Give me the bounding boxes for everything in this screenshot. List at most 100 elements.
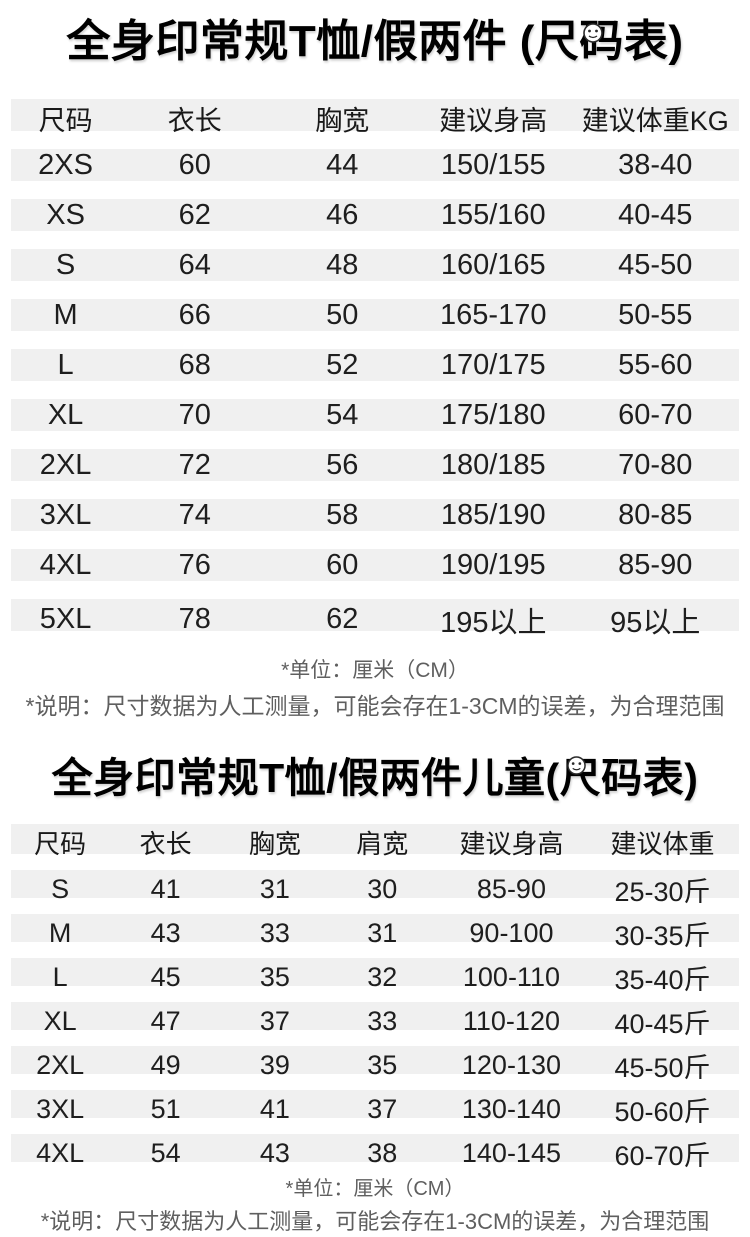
kids-header-shoulder: 肩宽 — [356, 828, 409, 859]
kids-table-row: 3XL 51 41 37 130-140 50-60斤 — [11, 1089, 739, 1127]
cell-height: 190/195 — [440, 548, 546, 581]
cell-height: 150/155 — [440, 148, 546, 181]
cell-weight: 38-40 — [618, 148, 693, 181]
cell-shoulder: 33 — [367, 1005, 398, 1036]
cell-length: 54 — [150, 1137, 181, 1168]
kids-unit-note: *单位：厘米（CM） — [285, 1177, 465, 1200]
adult-table-body: 2XS 60 44 150/155 38-40 XS 62 46 155/160… — [0, 148, 750, 639]
cell-height: 165-170 — [440, 298, 547, 331]
cell-size: L — [57, 348, 74, 381]
cell-size: 2XS — [38, 148, 93, 181]
cell-chest: 33 — [259, 917, 290, 948]
cell-shoulder: 37 — [367, 1093, 398, 1124]
cell-chest: 54 — [326, 398, 359, 431]
adult-table-row: L 68 52 170/175 55-60 — [11, 348, 739, 381]
kids-header-weight: 建议体重 — [610, 828, 715, 859]
cell-length: 72 — [178, 448, 211, 481]
cell-length: 62 — [178, 198, 211, 231]
kids-header-length: 衣长 — [139, 828, 192, 859]
cell-weight: 55-60 — [618, 348, 693, 381]
cell-chest: 60 — [326, 548, 359, 581]
cell-size: M — [48, 917, 72, 948]
watermark-badge-icon — [567, 756, 586, 775]
cell-height: 90-100 — [469, 917, 554, 948]
kids-table-row: 2XL 49 39 35 120-130 45-50斤 — [11, 1045, 739, 1083]
cell-size: XL — [47, 398, 84, 431]
adult-table-row: 3XL 74 58 185/190 80-85 — [11, 498, 739, 531]
cell-height: 100-110 — [462, 961, 560, 992]
kids-header-size: 尺码 — [34, 828, 87, 859]
cell-chest: 41 — [259, 1093, 290, 1124]
adult-table-row: M 66 50 165-170 50-55 — [11, 298, 739, 331]
adult-table-row: 5XL 78 62 195以上 95以上 — [11, 598, 739, 639]
cell-weight: 70-80 — [618, 448, 693, 481]
cell-weight: 50-55 — [618, 298, 693, 331]
cell-length: 68 — [178, 348, 211, 381]
cell-size: XL — [43, 1005, 77, 1036]
adult-table-row: XS 62 46 155/160 40-45 — [11, 198, 739, 231]
cell-size: 4XL — [39, 548, 92, 581]
cell-chest: 58 — [326, 498, 359, 531]
cell-length: 41 — [150, 873, 181, 904]
cell-shoulder: 30 — [367, 873, 398, 904]
cell-size: 2XL — [39, 448, 92, 481]
cell-size: 2XL — [36, 1049, 85, 1080]
kids-table-row: XL 47 37 33 110-120 40-45斤 — [11, 1001, 739, 1039]
cell-length: 43 — [150, 917, 181, 948]
cell-weight: 40-45 — [618, 198, 693, 231]
cell-chest: 50 — [326, 298, 359, 331]
cell-size: S — [55, 248, 76, 281]
adult-header-weight: 建议体重KG — [581, 105, 729, 136]
cell-weight: 60-70 — [618, 398, 693, 431]
cell-chest: 62 — [326, 603, 359, 636]
adult-unit-note: *单位：厘米（CM） — [281, 658, 469, 682]
adult-header-chest: 胸宽 — [315, 105, 370, 136]
cell-weight: 50-60斤 — [614, 1096, 711, 1127]
kids-header-height: 建议身高 — [459, 828, 564, 859]
adult-table-header-row: 尺码 衣长 胸宽 建议身高 建议体重KG — [11, 98, 739, 136]
cell-length: 74 — [178, 498, 211, 531]
adult-header-size: 尺码 — [38, 105, 93, 136]
cell-chest: 44 — [326, 148, 359, 181]
cell-height: 140-145 — [461, 1137, 561, 1168]
cell-size: 5XL — [39, 603, 92, 636]
cell-size: M — [53, 298, 78, 331]
kids-table-row: M 43 33 31 90-100 30-35斤 — [11, 913, 739, 951]
cell-size: 4XL — [36, 1137, 85, 1168]
kids-table-row: 4XL 54 43 38 140-145 60-70斤 — [11, 1133, 739, 1171]
cell-weight: 60-70斤 — [614, 1140, 711, 1171]
cell-height: 180/185 — [440, 448, 546, 481]
cell-size: XS — [46, 198, 85, 231]
cell-length: 70 — [178, 398, 211, 431]
cell-shoulder: 38 — [367, 1137, 398, 1168]
cell-shoulder: 35 — [367, 1049, 398, 1080]
adult-table-row: 2XL 72 56 180/185 70-80 — [11, 448, 739, 481]
adult-table-row: 4XL 76 60 190/195 85-90 — [11, 548, 739, 581]
cell-shoulder: 32 — [367, 961, 398, 992]
kids-table-body: S 41 31 30 85-90 25-30斤 M 43 33 31 90-10… — [0, 869, 750, 1171]
cell-length: 76 — [178, 548, 211, 581]
cell-size: 3XL — [39, 498, 92, 531]
cell-length: 51 — [150, 1093, 181, 1124]
cell-weight: 40-45斤 — [614, 1008, 711, 1039]
cell-weight: 45-50斤 — [614, 1052, 711, 1083]
cell-weight: 80-85 — [618, 498, 693, 531]
cell-length: 66 — [178, 298, 211, 331]
cell-chest: 52 — [326, 348, 359, 381]
adult-table-row: 2XS 60 44 150/155 38-40 — [11, 148, 739, 181]
cell-chest: 46 — [326, 198, 359, 231]
kids-table-header-row: 尺码 衣长 胸宽 肩宽 建议身高 建议体重 — [11, 823, 739, 859]
watermark-badge-icon — [583, 23, 603, 43]
cell-height: 185/190 — [440, 498, 546, 531]
cell-height: 155/160 — [440, 198, 546, 231]
cell-length: 45 — [150, 961, 181, 992]
cell-size: 3XL — [36, 1093, 85, 1124]
cell-chest: 56 — [326, 448, 359, 481]
cell-chest: 31 — [259, 873, 290, 904]
adult-table-row: XL 70 54 175/180 60-70 — [11, 398, 739, 431]
adult-header-height: 建议身高 — [439, 105, 548, 136]
kids-table-row: S 41 31 30 85-90 25-30斤 — [11, 869, 739, 907]
kids-disclaimer-note: *说明：尺寸数据为人工测量，可能会存在1-3CM的误差，为合理范围 — [40, 1208, 710, 1234]
kids-header-chest: 胸宽 — [248, 828, 301, 859]
